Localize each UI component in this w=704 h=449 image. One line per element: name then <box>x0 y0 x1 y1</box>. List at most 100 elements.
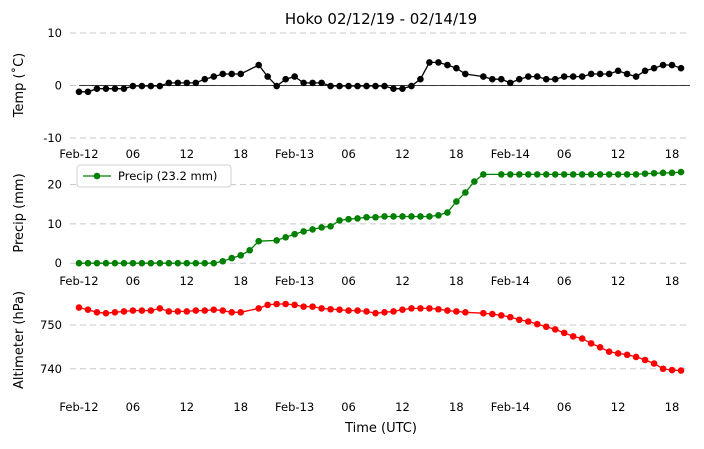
temp-x-tick-label: 06 <box>341 147 356 161</box>
altimeter-data-point <box>228 309 236 316</box>
precip-x-tick-label: 12 <box>611 274 626 288</box>
precip-data-point <box>524 171 532 178</box>
temp-data-point <box>632 73 640 80</box>
precip-data-point <box>435 211 442 219</box>
altimeter-data-point <box>533 320 541 328</box>
precip-x-tick-label: Feb-14 <box>491 274 530 288</box>
temp-data-point <box>596 70 604 78</box>
temp-x-tick-label: 12 <box>611 147 626 161</box>
altimeter-data-point <box>489 310 496 318</box>
altimeter-data-point <box>480 309 487 317</box>
precip-data-point <box>138 259 146 267</box>
altimeter-data-point <box>506 313 514 321</box>
altimeter-data-point <box>435 305 442 313</box>
temp-data-point <box>228 70 236 78</box>
precip-data-point <box>201 259 209 267</box>
temp-data-point <box>354 82 361 90</box>
altimeter-x-tick-label: 18 <box>665 400 680 414</box>
temp-data-point <box>542 75 550 83</box>
precip-data-point <box>354 215 361 222</box>
altimeter-data-point <box>551 326 559 333</box>
temp-data-point <box>84 88 92 96</box>
altimeter-data-point <box>93 309 101 316</box>
precip-data-point <box>129 259 137 267</box>
altimeter-data-point <box>354 307 361 314</box>
temp-data-point <box>605 70 613 78</box>
altimeter-data-point <box>596 344 604 351</box>
temp-data-point <box>551 75 559 83</box>
altimeter-data-point <box>408 305 415 312</box>
precip-y-tick-label: 10 <box>47 217 62 231</box>
temp-data-point <box>372 82 379 90</box>
temp-x-tick-label: Feb-12 <box>59 147 98 161</box>
temp-data-point <box>650 64 658 72</box>
temp-data-point <box>363 82 370 90</box>
altimeter-data-point <box>291 301 298 309</box>
precip-data-point <box>147 259 155 267</box>
precip-data-point <box>623 171 631 178</box>
temp-data-point <box>515 75 523 83</box>
altimeter-data-point <box>569 333 577 340</box>
temp-data-point <box>659 61 667 69</box>
temp-y-tick-label: 10 <box>47 26 62 40</box>
temp-data-point <box>506 79 514 87</box>
temp-data-point <box>327 82 334 90</box>
legend-label: Precip (23.2 mm) <box>118 169 217 183</box>
temp-y-axis-label: Temp (˚C) <box>11 53 27 119</box>
precip-data-point <box>596 171 604 178</box>
altimeter-data-point <box>210 306 218 313</box>
precip-data-point <box>471 178 478 185</box>
temp-data-point <box>201 75 209 83</box>
altimeter-data-point <box>524 318 532 325</box>
altimeter-data-point <box>515 316 523 324</box>
precip-data-point <box>192 259 200 267</box>
precip-x-tick-label: 12 <box>395 274 410 288</box>
temp-data-point <box>462 70 469 78</box>
precip-x-tick-label: 06 <box>126 274 141 288</box>
altimeter-data-point <box>363 308 370 315</box>
precip-data-point <box>165 259 173 267</box>
temp-data-point <box>264 73 271 80</box>
temp-data-point <box>129 82 137 90</box>
precip-data-point <box>273 237 280 244</box>
temp-data-point <box>417 75 424 83</box>
precip-data-point <box>210 259 218 267</box>
temp-data-point <box>255 61 262 69</box>
precip-data-point <box>246 246 254 254</box>
temp-data-point <box>138 82 146 90</box>
altimeter-data-point <box>219 307 227 314</box>
altimeter-data-point <box>623 351 631 359</box>
precip-y-tick-label: 20 <box>47 178 62 192</box>
altimeter-data-point <box>75 304 83 311</box>
altimeter-data-point <box>453 308 460 315</box>
precip-data-point <box>542 171 550 178</box>
temp-data-point <box>399 85 406 92</box>
precip-data-point <box>506 171 514 178</box>
temp-data-point <box>183 79 191 87</box>
altimeter-data-point <box>84 306 92 313</box>
temp-data-point <box>435 59 442 66</box>
temp-data-point <box>489 75 496 83</box>
temp-data-point <box>273 82 280 90</box>
altimeter-data-point <box>255 305 262 312</box>
legend-box <box>76 164 232 188</box>
temp-data-point <box>318 79 325 87</box>
precip-data-point <box>291 230 298 238</box>
altimeter-data-point <box>147 307 155 314</box>
precip-data-point <box>560 171 568 178</box>
precip-data-point <box>677 168 685 176</box>
precip-data-point <box>84 259 92 267</box>
altimeter-data-point <box>659 365 667 373</box>
precip-data-point <box>650 169 658 177</box>
altimeter-data-point <box>183 308 191 315</box>
temp-data-point <box>677 64 685 72</box>
temp-x-tick-label: 06 <box>126 147 141 161</box>
altimeter-data-point <box>264 301 271 309</box>
altimeter-x-tick-label: Feb-12 <box>59 400 98 414</box>
temperature-panel: -10 0 10 Temp (˚C) Feb-12 06 12 18 Feb-13 06 12 18 F… <box>11 26 690 161</box>
temp-data-point <box>165 79 173 87</box>
precip-data-point <box>641 170 649 177</box>
precip-data-point <box>174 259 182 267</box>
altimeter-data-point <box>201 307 209 314</box>
temp-data-point <box>291 73 298 80</box>
